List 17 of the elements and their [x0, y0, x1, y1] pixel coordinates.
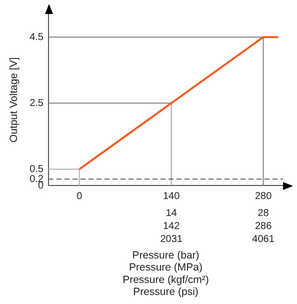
y-tick-label: 4.5	[30, 32, 44, 43]
x2-axis-title: Pressure (MPa)	[128, 262, 203, 274]
x-tick-label: 140	[162, 190, 180, 202]
text: Pressure (kgf/cm²)	[122, 274, 209, 286]
text: 2031	[160, 234, 183, 245]
text: 142	[162, 220, 180, 232]
y-tick-label: 2.5	[30, 98, 44, 109]
x2-tick-label: 14	[166, 208, 178, 219]
text: Pressure (psi)	[133, 286, 198, 298]
x-tick-label: 0	[76, 190, 83, 202]
x2-tick-label: 28	[258, 208, 270, 219]
text: 4061	[252, 234, 275, 245]
x-tick-label: 280	[254, 190, 272, 202]
y-axis-title: Output Voltage [V]	[8, 57, 20, 142]
y-tick-label: 0.5	[30, 164, 44, 175]
x-axis-title: Pressure (bar)	[132, 250, 200, 262]
text: 286	[254, 220, 272, 232]
